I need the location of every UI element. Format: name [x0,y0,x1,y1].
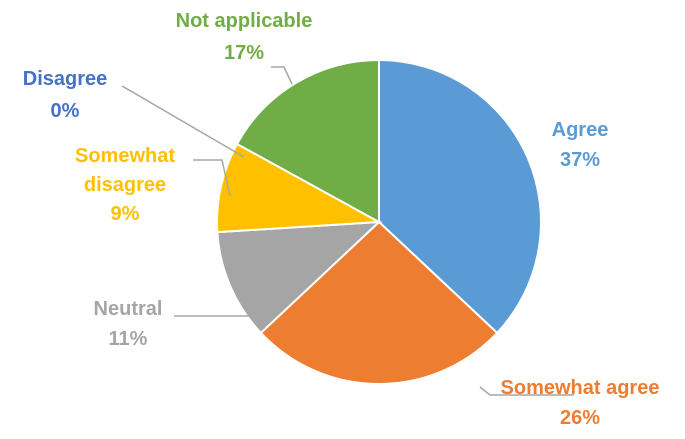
percent-label-agree: 37% [560,149,600,171]
pie-slices [216,58,542,385]
category-label-somewhat-disagree-1: disagree [84,174,166,196]
pie-slice-not-applicable [235,58,380,224]
category-label-somewhat-disagree-0: Somewhat [75,145,175,167]
leader-line-not-applicable [271,66,293,85]
category-label-not-applicable-0: Not applicable [176,10,313,32]
pie-slice-somewhat-agree [259,220,499,385]
category-label-agree-0: Agree [552,119,609,141]
pie-slice-neutral [216,220,382,335]
slice-labels: Agree 37% Somewhat agree 26% Neutral 11% Somew… [23,10,660,429]
leader-lines [121,66,574,396]
leader-line-neutral [174,285,279,317]
percent-label-neutral: 11% [109,328,148,350]
leader-line-somewhat-agree [479,386,574,396]
pie-slice-agree [378,58,542,335]
percent-label-disagree: 0% [51,100,80,122]
leader-line-somewhat-disagree [193,159,231,197]
category-label-disagree-0: Disagree [23,68,108,90]
leader-line-disagree [121,85,245,158]
pie-slice-somewhat-disagree [216,142,383,234]
percent-label-somewhat-disagree: 9% [111,203,140,225]
percent-label-not-applicable: 17% [224,42,264,64]
category-label-somewhat-agree-0: Somewhat agree [501,377,660,399]
percent-label-somewhat-agree: 26% [560,407,600,429]
category-label-neutral-0: Neutral [94,298,163,320]
